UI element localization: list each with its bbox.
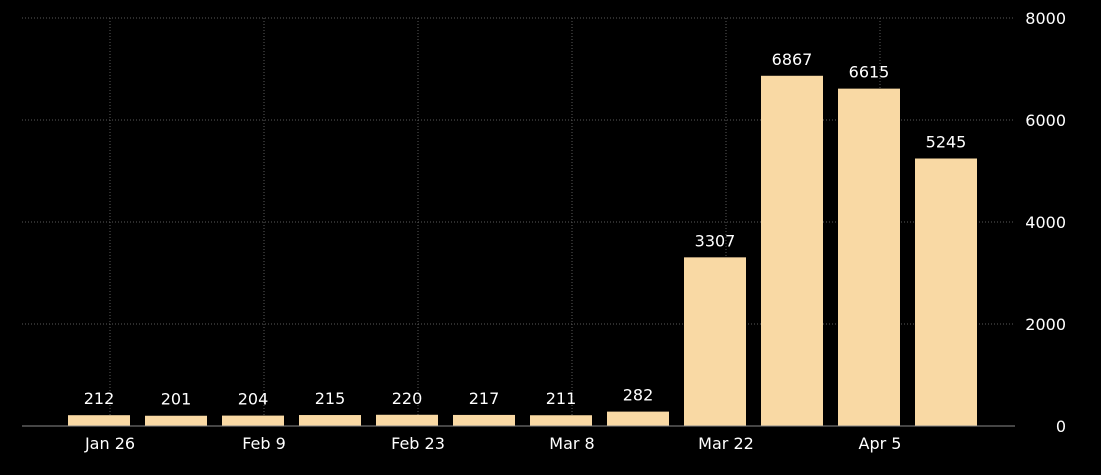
x-tick-label: Mar 8 xyxy=(549,434,594,453)
x-tick-label: Jan 26 xyxy=(84,434,135,453)
bar-value-label: 6867 xyxy=(772,50,813,69)
bar-value-label: 6615 xyxy=(849,63,890,82)
y-tick-label: 6000 xyxy=(1025,111,1066,130)
bar xyxy=(145,415,207,426)
bar xyxy=(453,414,515,426)
bar xyxy=(299,415,361,426)
y-tick-label: 4000 xyxy=(1025,213,1066,232)
bar xyxy=(915,158,977,426)
x-tick-label: Mar 22 xyxy=(698,434,754,453)
bar-value-label: 220 xyxy=(392,389,423,408)
bar-value-label: 204 xyxy=(238,390,269,409)
x-tick-label: Apr 5 xyxy=(859,434,902,453)
x-axis: Jan 26 Feb 9 Feb 23 Mar 8 Mar 22 Apr 5 xyxy=(22,425,1015,453)
x-tick-label: Feb 23 xyxy=(391,434,445,453)
bar xyxy=(68,415,130,426)
bar-value-label: 215 xyxy=(315,389,346,408)
bar-value-label: 211 xyxy=(546,389,577,408)
y-tick-label: 0 xyxy=(1056,417,1066,436)
bar-value-label: 201 xyxy=(161,390,192,409)
y-tick-label: 8000 xyxy=(1025,9,1066,28)
bar xyxy=(684,257,746,426)
bar xyxy=(761,75,823,427)
bar-value-labels: 212 201 204 215 220 217 211 282 3307 6867 6615 5245 xyxy=(84,50,967,409)
bar-value-label: 5245 xyxy=(926,133,967,152)
y-axis: 0 2000 4000 6000 8000 xyxy=(1025,9,1066,436)
y-tick-label: 2000 xyxy=(1025,315,1066,334)
x-tick-label: Feb 9 xyxy=(242,434,286,453)
bar xyxy=(838,88,900,426)
bars xyxy=(68,75,977,427)
bar-value-label: 212 xyxy=(84,389,115,408)
bar xyxy=(530,415,592,426)
bar xyxy=(376,414,438,426)
bar-value-label: 282 xyxy=(623,386,654,405)
bar-value-label: 3307 xyxy=(695,231,736,250)
bar xyxy=(222,415,284,426)
bar-value-label: 217 xyxy=(469,389,500,408)
bar xyxy=(607,411,669,426)
